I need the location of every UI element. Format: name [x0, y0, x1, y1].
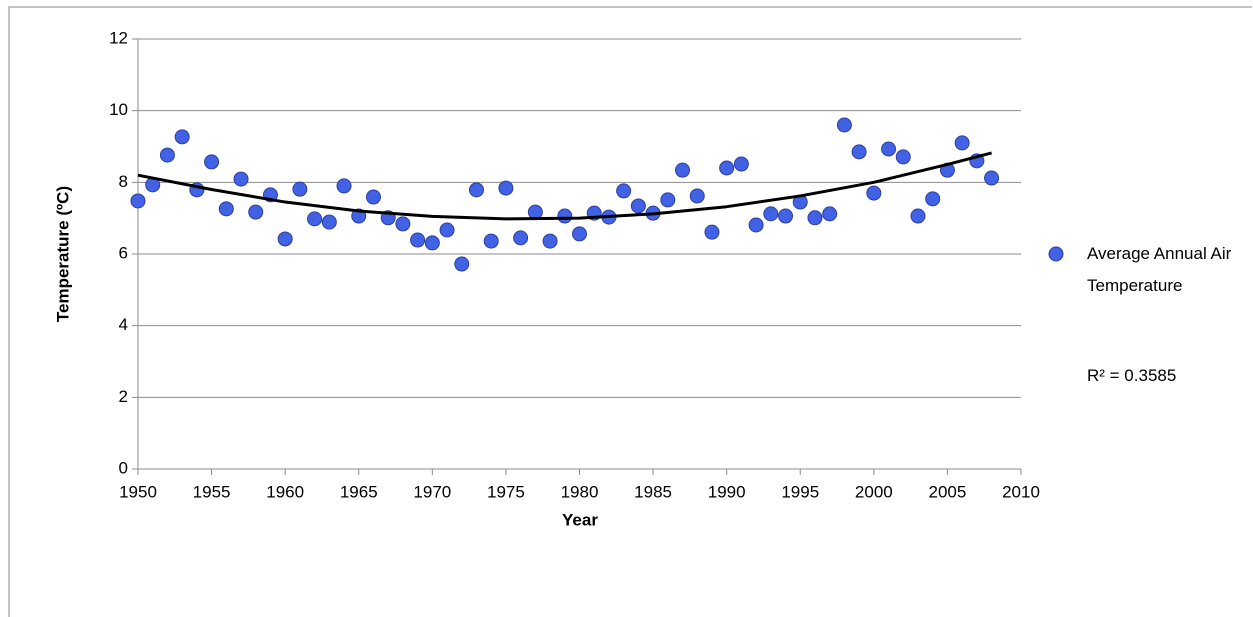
x-tick-label: 1960 [266, 482, 304, 501]
data-point [925, 191, 941, 207]
data-point [439, 222, 455, 238]
data-point [881, 141, 897, 157]
x-tick-label: 1950 [119, 482, 157, 501]
data-point [557, 208, 573, 224]
data-point [277, 231, 293, 247]
legend-label: Average Annual Air Temperature [1087, 244, 1232, 295]
x-tick-label: 1965 [340, 482, 378, 501]
data-point [719, 160, 735, 176]
data-point [763, 206, 779, 222]
trendline [137, 151, 992, 221]
r-squared-label: R² = 0.3585 [1087, 366, 1177, 385]
y-tick-label: 12 [109, 28, 128, 47]
data-point [984, 170, 1000, 186]
data-point [395, 216, 411, 232]
data-point [159, 147, 175, 163]
data-point [498, 180, 514, 196]
data-point [527, 204, 543, 220]
data-point [542, 233, 558, 249]
data-point [233, 171, 249, 187]
y-tick-label: 4 [119, 315, 128, 334]
data-point [218, 201, 234, 217]
data-point [822, 206, 838, 222]
y-tick-label: 10 [109, 100, 128, 119]
data-point [513, 230, 529, 246]
data-point [704, 224, 720, 240]
data-point [336, 178, 352, 194]
data-point [851, 144, 867, 160]
x-tick-label: 1970 [413, 482, 451, 501]
x-tick-label: 2005 [929, 482, 967, 501]
x-tick-label: 1995 [781, 482, 819, 501]
data-point [689, 188, 705, 204]
x-tick-label: 1975 [487, 482, 525, 501]
data-point [954, 135, 970, 151]
x-tick-label: 2010 [1002, 482, 1040, 501]
data-point [660, 192, 676, 208]
data-point [748, 217, 764, 233]
data-point [365, 189, 381, 205]
chart-border [8, 6, 1252, 617]
data-point [130, 193, 146, 209]
data-point [410, 232, 426, 248]
x-tick-label: 1980 [561, 482, 599, 501]
y-axis-title: Temperature (ºC) [53, 186, 72, 322]
data-point [248, 204, 264, 220]
data-point [836, 117, 852, 133]
x-tick-label: 1990 [708, 482, 746, 501]
data-point [572, 226, 587, 242]
data-point [468, 182, 484, 198]
data-point [616, 183, 632, 199]
y-tick-label: 2 [119, 387, 128, 406]
x-tick-label: 2000 [855, 482, 893, 501]
data-point [733, 156, 749, 172]
data-point [630, 198, 646, 214]
data-point [307, 211, 323, 227]
data-point [292, 181, 308, 197]
x-tick-label: 1955 [193, 482, 231, 501]
data-point [778, 208, 794, 224]
data-point [321, 214, 337, 230]
y-tick-label: 0 [119, 458, 128, 477]
data-point [454, 256, 470, 272]
data-point [483, 233, 499, 249]
x-axis-title: Year [562, 510, 598, 529]
data-point [424, 235, 440, 251]
data-point [675, 162, 691, 178]
y-tick-label: 8 [119, 172, 128, 191]
data-point [895, 149, 911, 165]
data-point [910, 208, 926, 224]
data-point [866, 185, 882, 201]
x-tick-label: 1985 [634, 482, 672, 501]
data-point [204, 154, 220, 170]
legend-marker [1048, 246, 1064, 262]
data-point [174, 129, 190, 145]
data-point [807, 210, 823, 226]
y-tick-label: 6 [119, 243, 128, 262]
